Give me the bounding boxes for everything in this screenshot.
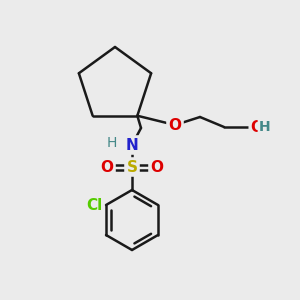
Text: S: S (127, 160, 137, 175)
Text: Cl: Cl (86, 197, 102, 212)
Text: H: H (107, 136, 117, 150)
Text: O: O (100, 160, 113, 175)
Text: N: N (126, 137, 138, 152)
Text: O: O (250, 119, 263, 134)
Text: O: O (169, 118, 182, 133)
Text: H: H (259, 120, 271, 134)
Text: O: O (151, 160, 164, 175)
